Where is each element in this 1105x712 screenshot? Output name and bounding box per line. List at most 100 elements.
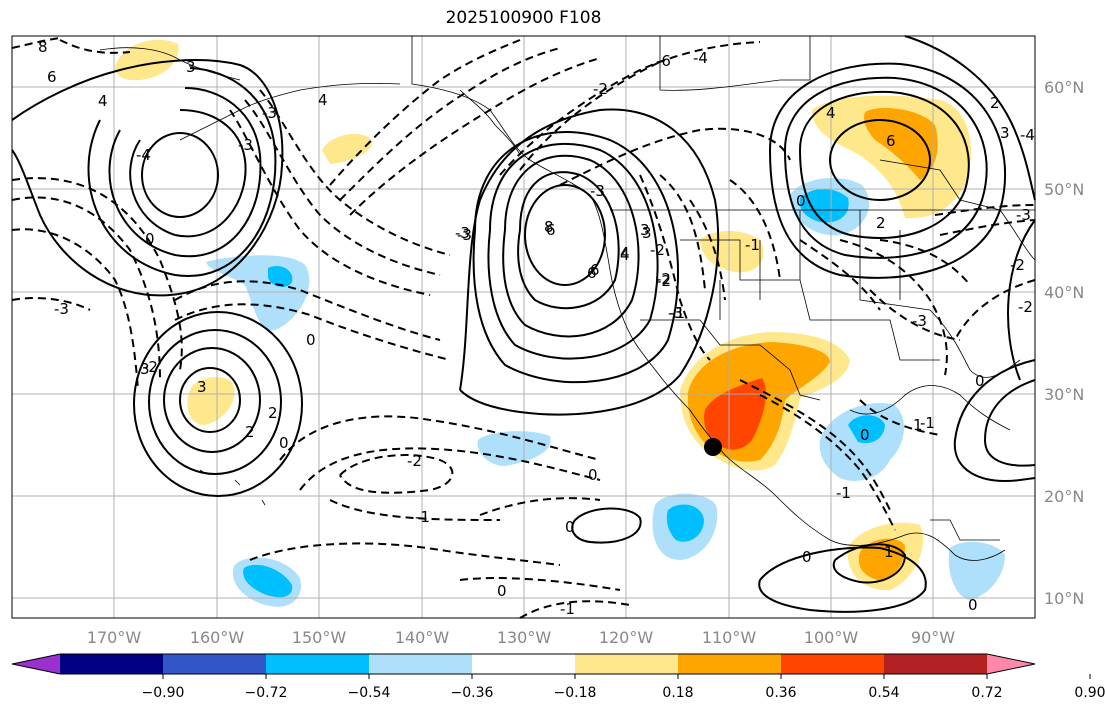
- lon-label: 160°W: [190, 628, 245, 647]
- contour-label: 4: [620, 244, 630, 262]
- contour-label: -3: [1016, 206, 1031, 224]
- contour-label: 4: [318, 91, 328, 109]
- contour-label: -3: [668, 304, 683, 322]
- lon-label: 110°W: [702, 628, 757, 647]
- shade-orange-caribbean: [858, 538, 905, 580]
- contour-label: 8: [38, 38, 48, 56]
- contour-label: 3: [186, 58, 196, 76]
- lat-label: 50°N: [1044, 180, 1084, 199]
- colorbar-tick-label: 0.54: [868, 685, 899, 701]
- shade-orange-canada: [864, 108, 938, 180]
- colorbar-outline: [11, 653, 1036, 675]
- shade-blue-gulf: [848, 415, 885, 444]
- contour-label: -3: [455, 224, 470, 242]
- contour-label: -1: [745, 236, 760, 254]
- shade-yellow-hawaii: [187, 376, 235, 425]
- shade-blue-epac: [666, 504, 704, 542]
- contour-labels: 8 6 4 -3 -2 -4 -3 -3 4 3 -2 6 -2 -3 3 4 …: [38, 38, 1035, 618]
- shade-lightblue-central-am: [948, 541, 1005, 600]
- lon-label: 130°W: [497, 628, 552, 647]
- colorbar: −0.90 −0.72 −0.54 −0.36 −0.18 0.18 0.36 0.54 0.7…: [11, 653, 1105, 701]
- colorbar-tick-label: −0.90: [142, 685, 185, 701]
- contour-label: 0: [145, 230, 155, 248]
- contour-label: 8: [544, 218, 554, 236]
- shade-yellow-rockies: [700, 231, 764, 273]
- contour-label: -3: [54, 300, 69, 318]
- contour-label: -2: [407, 452, 422, 470]
- contour-label: -2: [1010, 256, 1025, 274]
- shade-blue-pacific: [268, 265, 293, 287]
- contour-label: -4: [136, 146, 151, 164]
- colorbar-tick-label: 0.36: [765, 685, 796, 701]
- contour-label: 0: [968, 596, 978, 614]
- lon-label: 170°W: [87, 628, 142, 647]
- map-title: 2025100900 F108: [445, 8, 602, 28]
- colorbar-tick-label: −0.18: [554, 685, 597, 701]
- colorbar-segment: [472, 654, 576, 674]
- lat-label: 20°N: [1044, 487, 1084, 506]
- shade-blue-sw: [243, 564, 293, 598]
- contour-label: 0: [306, 331, 316, 349]
- contour-label: -2: [650, 241, 665, 259]
- colorbar-tick-label: −0.36: [451, 685, 494, 701]
- latitude-labels: 60°N 50°N 40°N 30°N 20°N 10°N: [1044, 78, 1084, 608]
- lat-label: 60°N: [1044, 78, 1084, 97]
- colorbar-extend-low: [12, 654, 60, 674]
- contour-label: 0: [860, 426, 870, 444]
- colorbar-tick-label: 0.72: [971, 685, 1002, 701]
- lon-label: 100°W: [804, 628, 859, 647]
- contour-label: -1: [415, 508, 430, 526]
- contour-label: 0: [796, 192, 806, 210]
- contour-label: -2: [593, 80, 608, 98]
- contour-label: -4: [1020, 126, 1035, 144]
- contour-label: -1: [560, 600, 575, 618]
- contour-label: 0: [588, 466, 598, 484]
- colorbar-tick-label: −0.54: [348, 685, 391, 701]
- contour-label: 2: [876, 214, 886, 232]
- contour-label: 1: [884, 543, 894, 561]
- shading-layer: [115, 39, 1005, 607]
- contour-label: 6: [47, 68, 57, 86]
- shade-lightblue-subtropic: [477, 431, 551, 466]
- colorbar-segment: [266, 654, 370, 674]
- contour-label: -4: [693, 49, 708, 67]
- lon-label: 120°W: [599, 628, 654, 647]
- lon-label: 140°W: [395, 628, 450, 647]
- shade-red-mexico: [704, 378, 766, 450]
- contour-label: 2: [245, 423, 255, 441]
- contour-label: 2: [268, 404, 278, 422]
- contour-label: -2: [656, 272, 671, 290]
- colorbar-segment: [163, 654, 267, 674]
- colorbar-segment: [369, 654, 473, 674]
- contour-label: 0: [279, 434, 289, 452]
- contour-label: 6: [590, 261, 600, 279]
- contour-label: 6: [587, 264, 597, 282]
- contour-label: 3: [1000, 124, 1010, 142]
- contour-label: -3: [238, 136, 253, 154]
- lat-label: 10°N: [1044, 589, 1084, 608]
- plot-frame: [11, 35, 1036, 619]
- contour-label: 1: [913, 416, 923, 434]
- lon-label: 150°W: [292, 628, 347, 647]
- lat-label: 40°N: [1044, 283, 1084, 302]
- shade-yellow-nw: [115, 39, 179, 81]
- shade-yellow-gulf: [322, 133, 373, 164]
- contours-negative: [11, 37, 1036, 619]
- contour-label: 6: [546, 221, 556, 239]
- colorbar-segment: [884, 654, 988, 674]
- contour-label: -3: [457, 226, 472, 244]
- colorbar-tick-label: 0.18: [662, 685, 693, 701]
- contour-label: 0: [497, 582, 507, 600]
- contour-label: -2: [1018, 298, 1033, 316]
- contour-label: -6: [656, 52, 671, 70]
- colorbar-tick-label: −0.72: [245, 685, 288, 701]
- contour-label: 3: [640, 221, 650, 239]
- contour-label: 4: [826, 104, 836, 122]
- contour-label: 3: [140, 360, 150, 378]
- contour-label: -3: [590, 182, 605, 200]
- contour-label: 0: [565, 518, 575, 536]
- longitude-labels: 170°W 160°W 150°W 140°W 130°W 120°W 110°…: [87, 628, 955, 647]
- contour-label: 4: [620, 246, 630, 264]
- colorbar-segment: [678, 654, 782, 674]
